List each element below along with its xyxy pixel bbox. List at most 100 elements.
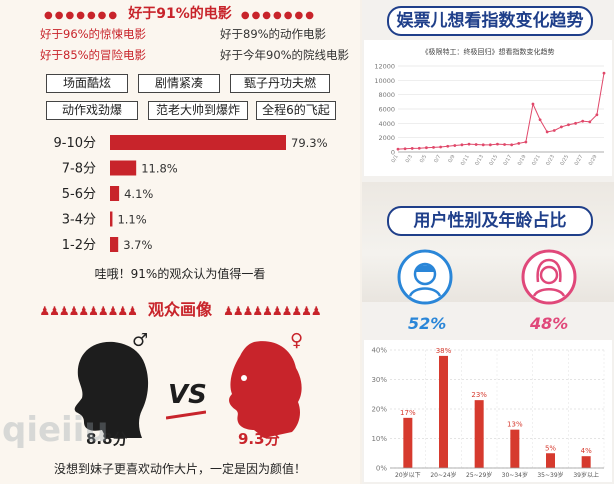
score-bar [110,186,120,201]
right-panel: 娱票儿想看指数变化趋势 《极限特工：终极回归》想看指数变化趋势 0 2000 4000… [362,0,614,484]
trend-x-tick-label: 0/3 [405,154,414,164]
trend-point [574,121,577,125]
female-percentage: 48% [530,314,569,333]
trend-chart-card [364,40,612,176]
age-value-label: 13% [507,421,523,429]
male-silhouette-icon [74,341,149,438]
trend-x-tick-label: 0/7 [433,154,442,164]
female-avatar-icon [521,249,577,305]
trend-point [531,102,535,106]
tag-scene: 场面酷炫 [46,74,128,93]
tag-handsome: 范老大帅到爆炸 [148,101,248,120]
trend-point [488,143,492,147]
audience-title: 观众画像 [147,300,212,319]
age-category-label: 30~34岁 [502,471,528,479]
age-value-label: 38% [436,347,452,355]
header-row: ●●●●●●● 好于91%的电影 ●●●●●●● [0,3,360,23]
tag-kungfu: 甄子丹功夫燃 [230,74,330,93]
age-bar [510,429,520,468]
trend-x-tick-label: 0/29 [588,154,599,167]
age-distribution-chart: 0% 10% 20% 30% 40% 17% 20岁以下 38% 20~24岁 23% 25~29岁… [371,347,605,479]
trend-y-tick-label: 2000 [378,134,395,142]
score-value-label: 1.1% [117,213,146,227]
trend-y-tick-label: 8000 [378,91,395,99]
trend-point [474,143,478,146]
male-avatar-icon [397,249,453,305]
header-dots-left: ●●●●●●● [44,10,120,21]
trend-point [581,119,585,123]
trend-point [460,143,464,147]
trend-point [403,147,407,151]
trend-y-tick-label: 4000 [378,120,395,128]
score-category-label: 5-6分 [62,187,96,202]
score-value-label: 79.3% [291,136,328,150]
watermark: qieiiu [2,410,109,450]
trend-point [396,147,400,151]
male-percentage: 52% [408,314,447,333]
audience-title-row: ♟♟♟♟♟♟♟♟♟♟ 观众画像 ♟♟♟♟♟♟♟♟♟♟ [0,296,360,320]
trend-x-tick-label: 0/23 [545,154,556,167]
left-panel: ●●●●●●● 好于91%的电影 ●●●●●●● 好于96%的惊悚电影 好于89… [0,3,360,476]
trend-title: 娱票儿想看指数变化趋势 [387,6,593,36]
trend-y-tick-label: 12000 [374,63,395,71]
age-value-label: 5% [545,444,556,452]
age-category-label: 20~24岁 [430,471,456,479]
trend-x-tick-label: 0/21 [531,154,542,167]
trend-x-tick-label: 0/13 [474,154,485,167]
male-symbol: ♂ [132,330,149,351]
stat-thriller: 好于96%的惊悚电影 [40,27,147,41]
score-value-label: 3.7% [123,238,152,252]
trend-point [538,118,542,122]
female-silhouette-icon [229,341,302,438]
score-bar [110,237,119,252]
trend-x-tick-label: 0/25 [559,154,570,167]
trend-point [425,146,428,150]
trend-point [567,123,570,127]
age-bar [439,355,448,468]
trend-x-tick-label: 0/1 [391,154,400,164]
score-value-label: 4.1% [124,187,153,201]
female-symbol: ♀ [290,330,304,351]
people-icons-right: ♟♟♟♟♟♟♟♟♟♟ [223,304,322,318]
score-category-label: 3-4分 [62,213,96,228]
trend-point [453,144,457,147]
trend-point [446,144,450,148]
trend-y-tick-label: 0 [391,149,395,157]
score-category-label: 1-2分 [62,238,96,253]
trend-point [439,145,443,149]
trend-x-tick-label: 0/17 [503,154,514,167]
age-y-tick-label: 0% [376,465,387,473]
age-category-label: 20岁以下 [395,471,421,479]
trend-point [417,146,421,150]
trend-point [432,145,435,149]
trend-point [602,71,606,75]
age-category-label: 25~29岁 [466,471,492,479]
age-value-label: 4% [581,447,592,455]
header-title: 好于91%的电影 [128,6,232,22]
footer-text: 没想到妹子更喜欢动作大片，一定是因为颜值！ [53,462,306,476]
score-distribution-chart: 9-10分 79.3% 7-8分 11.8% 5-6分 4.1% 3-4分 1.1% 1-2分 3… [53,135,328,253]
stat-cinema: 好于今年90%的院线电影 [220,48,350,62]
trend-point [410,147,414,150]
female-score: 9.3分 [238,430,280,448]
age-value-label: 23% [471,391,487,399]
trend-point [517,142,521,145]
score-value-label: 11.8% [141,162,178,176]
trend-x-tick-label: 0/11 [460,154,471,167]
trend-point [545,130,549,134]
age-y-tick-label: 20% [371,406,387,414]
age-bar [474,400,484,468]
male-score: 8.8分 [86,430,128,448]
trend-y-tick-label: 6000 [378,106,395,114]
people-icons-left: ♟♟♟♟♟♟♟♟♟♟ [39,304,138,318]
age-bar [546,453,555,468]
trend-x-tick-label: 0/15 [488,154,499,167]
age-bar [403,417,413,468]
trend-y-tick-label: 10000 [374,77,395,85]
score-bar [110,160,137,176]
age-bar [581,456,591,468]
want-to-see-trend-chart: 《极限特工：终极回归》想看指数变化趋势 0 2000 4000 6000 8000 1000… [374,47,606,167]
stat-action: 好于89%的动作电影 [220,27,327,41]
trend-point [510,143,514,147]
